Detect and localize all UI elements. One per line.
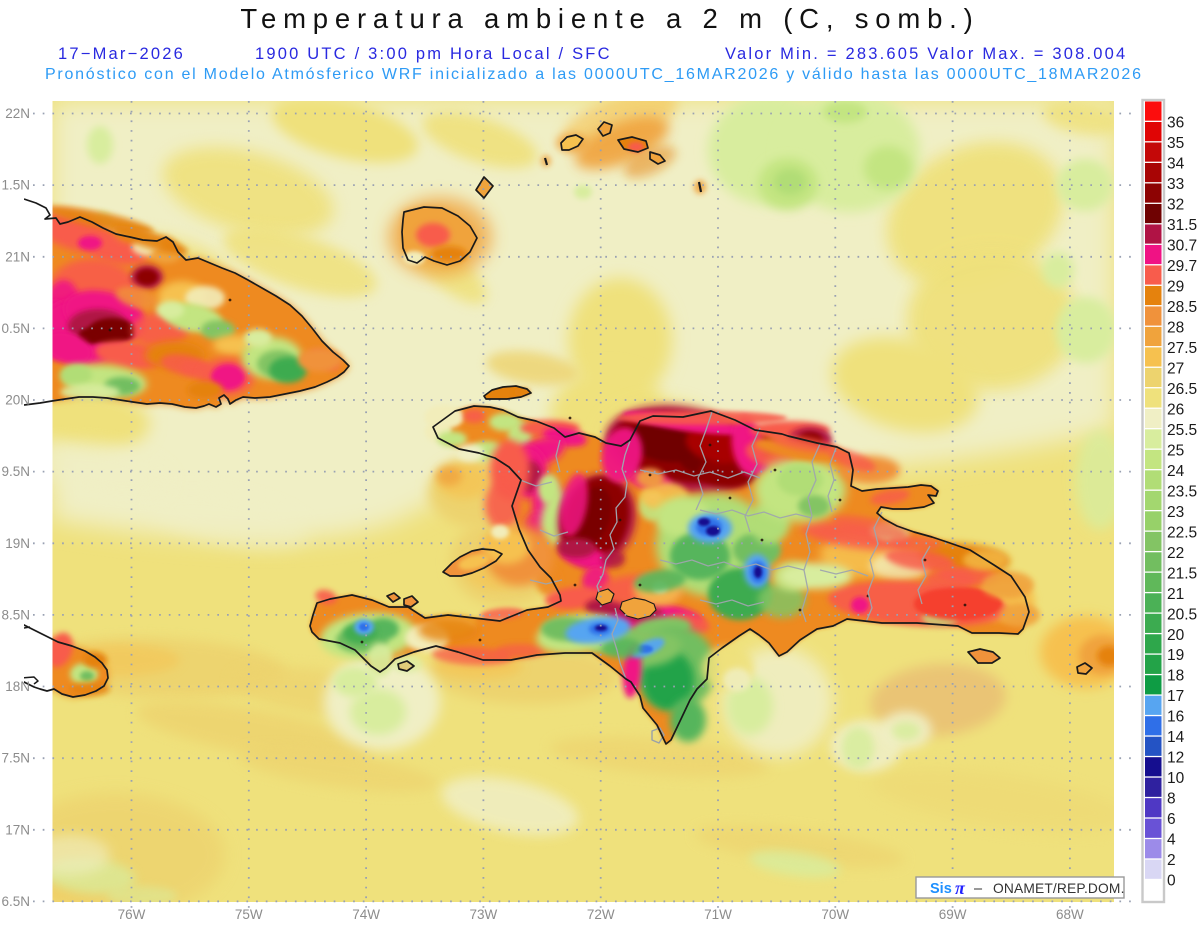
- svg-text:0: 0: [1167, 873, 1176, 890]
- svg-text:7.5N: 7.5N: [1, 751, 30, 766]
- svg-text:29.7: 29.7: [1167, 258, 1197, 275]
- svg-text:23: 23: [1167, 504, 1184, 521]
- svg-text:9.5N: 9.5N: [1, 464, 30, 479]
- svg-text:70W: 70W: [821, 907, 849, 922]
- svg-text:π: π: [955, 878, 966, 898]
- svg-text:23.5: 23.5: [1167, 483, 1197, 500]
- svg-text:21N: 21N: [5, 249, 30, 264]
- svg-text:28.5: 28.5: [1167, 299, 1197, 316]
- svg-text:28: 28: [1167, 319, 1184, 336]
- svg-text:33: 33: [1167, 176, 1184, 193]
- svg-text:6: 6: [1167, 811, 1176, 828]
- svg-text:25: 25: [1167, 442, 1184, 459]
- svg-text:25.5: 25.5: [1167, 422, 1197, 439]
- svg-text:31.5: 31.5: [1167, 217, 1197, 234]
- svg-text:27: 27: [1167, 360, 1184, 377]
- svg-text:12: 12: [1167, 750, 1184, 767]
- svg-text:20N: 20N: [5, 393, 30, 408]
- svg-text:76W: 76W: [118, 907, 146, 922]
- svg-text:0.5N: 0.5N: [1, 321, 30, 336]
- svg-text:20: 20: [1167, 627, 1185, 644]
- svg-text:Sis: Sis: [930, 881, 952, 897]
- svg-text:Valor Min. = 283.605 Valor Ma: Valor Min. = 283.605 Valor Max. = 308.00…: [725, 45, 1127, 63]
- svg-text:73W: 73W: [470, 907, 498, 922]
- svg-text:8.5N: 8.5N: [1, 607, 30, 622]
- svg-text:36: 36: [1167, 115, 1184, 132]
- svg-text:21: 21: [1167, 586, 1184, 603]
- svg-text:18N: 18N: [5, 679, 30, 694]
- svg-text:29: 29: [1167, 278, 1184, 295]
- svg-text:69W: 69W: [939, 907, 967, 922]
- svg-text:20.5: 20.5: [1167, 606, 1197, 623]
- svg-text:22.5: 22.5: [1167, 524, 1197, 541]
- svg-text:–: –: [974, 881, 983, 897]
- svg-text:1.5N: 1.5N: [1, 178, 30, 193]
- svg-text:75W: 75W: [235, 907, 263, 922]
- svg-text:17−Mar−2026: 17−Mar−2026: [58, 45, 185, 63]
- svg-text:17N: 17N: [5, 822, 30, 837]
- svg-text:35: 35: [1167, 135, 1184, 152]
- svg-text:34: 34: [1167, 155, 1185, 172]
- svg-text:22N: 22N: [5, 106, 30, 121]
- svg-text:27.5: 27.5: [1167, 340, 1197, 357]
- svg-text:Pronóstico con el Modelo Atmós: Pronóstico con el Modelo Atmósferico WRF…: [45, 66, 1143, 83]
- svg-text:30.7: 30.7: [1167, 237, 1197, 254]
- svg-text:ONAMET/REP.DOM.: ONAMET/REP.DOM.: [993, 881, 1125, 896]
- svg-text:17: 17: [1167, 688, 1184, 705]
- svg-text:71W: 71W: [704, 907, 732, 922]
- svg-text:18: 18: [1167, 668, 1184, 685]
- svg-text:2: 2: [1167, 852, 1176, 869]
- svg-text:68W: 68W: [1056, 907, 1084, 922]
- svg-text:21.5: 21.5: [1167, 565, 1197, 582]
- svg-text:24: 24: [1167, 463, 1185, 480]
- svg-text:1900 UTC / 3:00 pm Hora Local: 1900 UTC / 3:00 pm Hora Local / SFC: [255, 45, 612, 63]
- svg-text:26: 26: [1167, 401, 1184, 418]
- svg-text:19N: 19N: [5, 536, 30, 551]
- svg-text:6.5N: 6.5N: [1, 894, 30, 909]
- svg-text:14: 14: [1167, 729, 1185, 746]
- svg-text:10: 10: [1167, 770, 1185, 787]
- svg-text:26.5: 26.5: [1167, 381, 1197, 398]
- svg-text:16: 16: [1167, 709, 1184, 726]
- svg-text:74W: 74W: [352, 907, 380, 922]
- svg-text:4: 4: [1167, 832, 1176, 849]
- svg-text:32: 32: [1167, 196, 1184, 213]
- svg-text:19: 19: [1167, 647, 1184, 664]
- svg-text:8: 8: [1167, 791, 1176, 808]
- svg-text:72W: 72W: [587, 907, 615, 922]
- svg-text:22: 22: [1167, 545, 1184, 562]
- svg-text:Temperatura ambiente a 2 m (C,: Temperatura ambiente a 2 m (C, somb.): [240, 3, 979, 34]
